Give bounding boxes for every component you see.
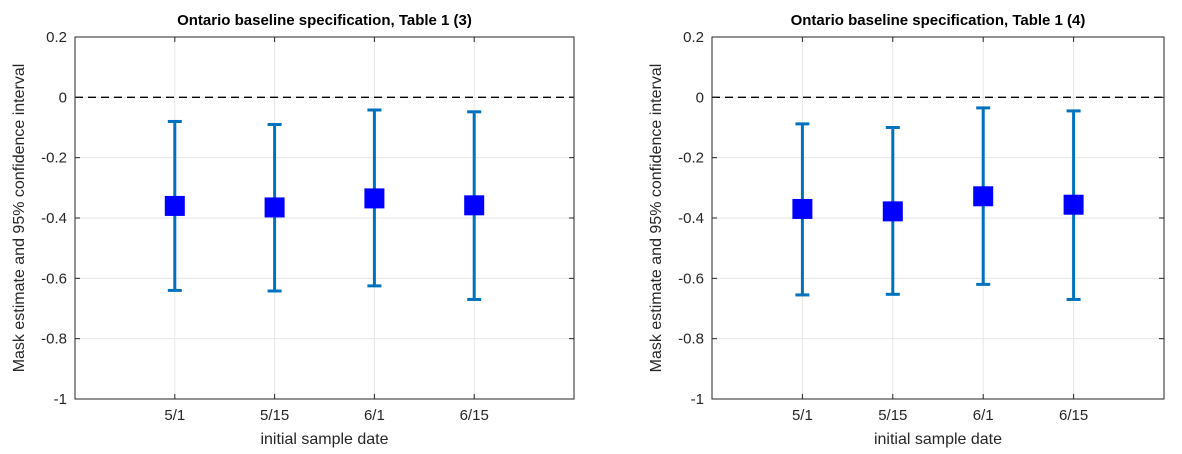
x-tick-label: 6/1 [973, 407, 994, 424]
point-estimate-marker [973, 186, 994, 207]
x-tick-label: 5/1 [792, 407, 813, 424]
x-tick-label: 6/15 [1059, 407, 1088, 424]
y-tick-label: -0.6 [678, 270, 704, 287]
point-estimate-marker [882, 201, 903, 222]
y-tick-label: -0.6 [41, 270, 67, 287]
point-estimate-marker [464, 195, 485, 216]
x-axis-label: initial sample date [874, 431, 1002, 448]
y-tick-label: -0.2 [678, 150, 704, 167]
y-tick-label: -0.8 [41, 331, 67, 348]
y-tick-label: 0.2 [683, 29, 704, 46]
y-tick-label: 0 [59, 89, 67, 106]
x-tick-label: 5/1 [164, 407, 185, 424]
chart-table1-4: 0.2 0 -0.2 -0.4 -0.6 -0.8 -1 5/1 5/15 6/1 6/15 Ont… [648, 12, 1165, 448]
x-tick-label: 5/15 [878, 407, 907, 424]
y-axis-label: Mask estimate and 95% confidence interva… [11, 64, 28, 373]
x-tick-label: 6/1 [364, 407, 385, 424]
x-tick-label: 6/15 [460, 407, 489, 424]
chart-title: Ontario baseline specification, Table 1 … [791, 12, 1086, 29]
x-axis-label: initial sample date [260, 431, 388, 448]
point-estimate-marker [1063, 194, 1084, 215]
point-estimate-marker [792, 198, 813, 219]
y-tick-label: -0.4 [41, 210, 67, 227]
y-tick-label: -1 [54, 391, 67, 408]
chart-table1-3: 0.2 0 -0.2 -0.4 -0.6 -0.8 -1 5/1 5/15 6/1 6/15 Ont… [11, 12, 575, 448]
y-tick-label: -0.8 [678, 331, 704, 348]
chart-title: Ontario baseline specification, Table 1 … [177, 12, 472, 29]
point-estimate-marker [264, 197, 285, 218]
y-axis-label: Mask estimate and 95% confidence interva… [648, 64, 665, 373]
point-estimate-marker [364, 188, 385, 209]
x-tick-label: 5/15 [260, 407, 289, 424]
y-tick-label: -1 [691, 391, 704, 408]
y-tick-label: 0 [696, 89, 704, 106]
y-tick-label: 0.2 [46, 29, 67, 46]
y-tick-label: -0.2 [41, 150, 67, 167]
y-tick-label: -0.4 [678, 210, 704, 227]
point-estimate-marker [164, 195, 185, 216]
